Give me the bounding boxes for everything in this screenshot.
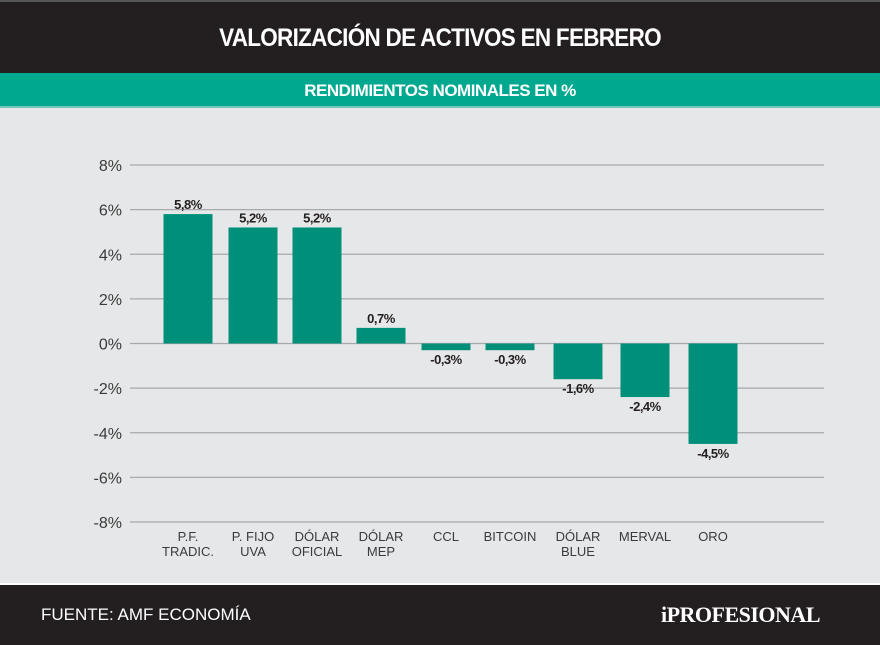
x-tick-label: DÓLAR (556, 529, 601, 544)
y-tick-label: -6% (94, 470, 122, 487)
y-tick-label: 6% (99, 203, 122, 220)
iprofesional-logo: iPROFESIONAL (660, 602, 821, 627)
x-tick-label: UVA (240, 544, 266, 559)
x-tick-label: TRADIC. (162, 544, 214, 559)
data-label: -0,3% (430, 352, 462, 367)
bar (292, 227, 342, 344)
x-tick-label: BLUE (561, 544, 595, 559)
y-tick-label: 0% (99, 337, 122, 354)
data-label: 5,8% (174, 197, 203, 212)
title-bar: VALORIZACIÓN DE ACTIVOS EN FEBRERO (0, 0, 880, 73)
data-label: -4,5% (697, 446, 729, 461)
chart-subtitle: RENDIMIENTOS NOMINALES EN % (304, 81, 576, 100)
y-tick-label: -2% (94, 381, 122, 398)
bar (421, 343, 471, 351)
bar (356, 327, 406, 344)
footer: FUENTE: AMF ECONOMÍA iPROFESIONAL (0, 583, 880, 645)
y-tick-label: 8% (99, 158, 122, 175)
data-label: 5,2% (303, 210, 332, 225)
y-tick-label: 4% (99, 247, 122, 264)
chart-title: VALORIZACIÓN DE ACTIVOS EN FEBRERO (219, 24, 662, 52)
source-note: FUENTE: AMF ECONOMÍA (41, 605, 251, 624)
x-tick-label: MERVAL (619, 529, 671, 544)
bar (688, 343, 738, 444)
x-tick-label: P.F. (178, 529, 199, 544)
data-label: 0,7% (367, 311, 396, 326)
y-tick-label: -4% (94, 426, 122, 443)
x-tick-label: P. FIJO (232, 529, 274, 544)
bar (228, 227, 278, 344)
x-tick-label: BITCOIN (484, 529, 537, 544)
data-label: -2,4% (629, 399, 661, 414)
bar (620, 343, 670, 398)
x-tick-label: OFICIAL (292, 544, 343, 559)
data-label: -0,3% (494, 352, 526, 367)
x-tick-label: MEP (367, 544, 395, 559)
data-label: -1,6% (562, 381, 594, 396)
x-tick-label: ORO (698, 529, 728, 544)
bar (163, 214, 213, 344)
x-tick-label: DÓLAR (359, 529, 404, 544)
bar (553, 343, 603, 380)
bar (485, 343, 535, 351)
x-tick-label: CCL (433, 529, 459, 544)
bar-chart: 8% 6% 4% 2% 0% -2% -4% -6% -8% 5,8% P.F.TRADIC. 5,2… (94, 158, 824, 559)
y-tick-label: -8% (94, 515, 122, 532)
x-tick-label: DÓLAR (295, 529, 340, 544)
subtitle-band: RENDIMIENTOS NOMINALES EN % (0, 73, 880, 108)
data-label: 5,2% (239, 210, 268, 225)
y-tick-label: 2% (99, 292, 122, 309)
